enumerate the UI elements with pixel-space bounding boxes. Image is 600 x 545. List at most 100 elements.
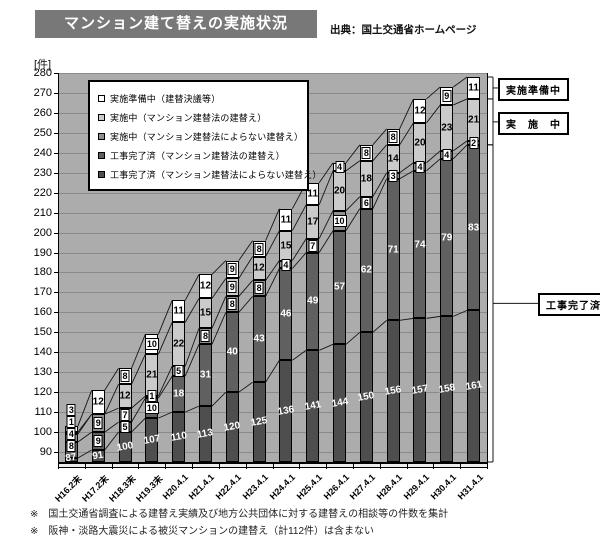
y-axis-tick — [54, 352, 58, 354]
y-axis-tick-label: 210 — [33, 206, 52, 219]
x-axis-tick — [487, 464, 488, 469]
bar-value-label: 5 — [120, 421, 130, 434]
bar-segment — [306, 252, 320, 351]
y-axis-tick-label: 270 — [33, 86, 52, 99]
bar-value-label: 3 — [388, 169, 398, 182]
bar-value-label: 1 — [66, 416, 76, 428]
source-caption: 出典：国土交通省ホームページ — [330, 24, 477, 36]
bar-value-label: 9 — [227, 263, 237, 276]
bar-value-label: 2 — [469, 136, 479, 149]
bar-segment — [359, 332, 373, 462]
legend-item: 工事完了済（マンション建替法によらない建替え） — [98, 165, 321, 184]
bar-value-label: 4 — [442, 148, 452, 161]
bar-value-label: 4 — [66, 428, 76, 440]
bar-segment — [359, 160, 373, 197]
x-axis-tick — [84, 464, 86, 469]
y-axis-tick-label: 140 — [33, 346, 52, 359]
y-axis-tick-label: 190 — [33, 246, 52, 259]
bar-segment — [91, 390, 105, 415]
y-axis-tick — [54, 292, 58, 294]
gridline — [59, 432, 487, 434]
x-axis-tick — [245, 464, 247, 469]
x-axis-tick — [111, 464, 113, 469]
bar-segment — [306, 204, 320, 239]
y-axis-tick-label: 160 — [33, 306, 52, 319]
y-axis-tick — [54, 372, 58, 374]
bar-value-label: 12 — [119, 390, 131, 402]
legend-swatch — [98, 171, 105, 178]
gridline — [59, 192, 487, 194]
bar-segment — [118, 384, 132, 409]
legend-item: 実施準備中（建替決議等） — [98, 89, 299, 108]
bar-value-label: 3 — [66, 404, 76, 416]
bar-segment — [172, 300, 186, 323]
legend-item: 実施中（マンション建替法によらない建替え） — [98, 127, 303, 146]
bar-value-label: 6 — [361, 196, 371, 209]
bar-value-label: 18 — [360, 173, 372, 185]
bar-value-label: 20 — [414, 137, 426, 149]
y-axis-tick-label: 150 — [33, 326, 52, 339]
bar-segment — [252, 382, 266, 462]
bar-value-label: 17 — [307, 216, 319, 228]
y-axis-tick-label: 200 — [33, 226, 52, 239]
bar-value-label: 9 — [93, 435, 103, 448]
x-axis-tick — [192, 464, 194, 469]
bar-segment — [306, 350, 320, 462]
bar-value-label: 4 — [335, 160, 345, 173]
bar-value-label: 4 — [281, 258, 291, 271]
y-axis-tick — [54, 312, 58, 314]
bar-value-label: 11 — [173, 305, 184, 317]
bar-value-label: 10 — [332, 214, 347, 227]
bar-value-label: 14 — [387, 153, 399, 165]
y-axis-tick-label: 180 — [33, 266, 52, 279]
x-axis-tick — [58, 464, 59, 469]
callout-in-progress: 実 施 中 — [498, 111, 569, 135]
y-axis-tick — [54, 252, 58, 254]
bar-value-label: 12 — [92, 396, 104, 408]
y-axis-tick-label: 120 — [33, 386, 52, 399]
y-axis-tick-label: 90 — [39, 446, 52, 459]
bar-value-label: 10 — [144, 402, 159, 415]
bar-value-label: 12 — [414, 105, 426, 117]
y-axis-tick-label: 250 — [33, 126, 52, 139]
y-axis-tick-label: 280 — [33, 67, 52, 79]
bar-value-label: 91 — [91, 449, 105, 463]
y-axis-tick — [54, 212, 58, 214]
legend-swatch — [98, 133, 105, 140]
bar-value-label: 8 — [227, 298, 237, 311]
bar-segment — [252, 256, 266, 281]
bar-value-label: 79 — [441, 232, 453, 244]
bar-segment — [413, 98, 427, 123]
y-axis-tick — [54, 432, 58, 434]
bar-value-label: 9 — [93, 417, 103, 430]
bar-value-label: 18 — [173, 388, 185, 400]
bar-value-label: 5 — [174, 365, 184, 378]
gridline — [59, 312, 487, 314]
bar-value-label: 83 — [468, 222, 480, 234]
bar-segment — [440, 316, 454, 462]
x-axis-tick — [272, 464, 274, 469]
bar-value-label: 8 — [361, 146, 371, 159]
x-axis-tick — [326, 464, 328, 469]
bar-value-label: 43 — [253, 333, 265, 345]
y-axis-tick — [54, 392, 58, 394]
bar-value-label: 74 — [414, 239, 426, 251]
bar-segment — [64, 458, 78, 462]
bar-segment — [306, 182, 320, 205]
gridline — [59, 452, 487, 454]
bar-segment — [386, 320, 400, 462]
callout-completed: 工事完了済 — [538, 293, 600, 317]
bar-value-label: 8 — [388, 130, 398, 143]
bar-segment — [467, 310, 481, 462]
bar-segment — [333, 344, 347, 462]
x-axis-tick — [433, 464, 435, 469]
bar-value-label: 7 — [308, 239, 318, 252]
y-axis-tick-label: 260 — [33, 106, 52, 119]
legend-label: 工事完了済（マンション建替法の建替え） — [110, 151, 285, 161]
bar-value-label: 31 — [199, 369, 212, 381]
y-axis-tick-label: 220 — [33, 186, 52, 199]
y-axis-tick — [54, 272, 58, 274]
bar-segment — [198, 274, 212, 299]
bar-value-label: 4 — [415, 160, 425, 173]
bar-value-label: 1 — [147, 390, 157, 403]
